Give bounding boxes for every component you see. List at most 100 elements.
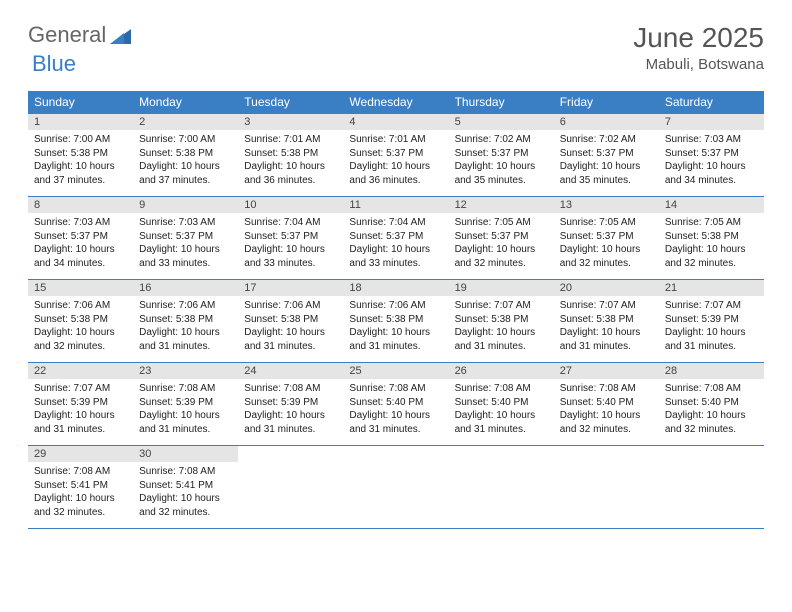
sunset-line: Sunset: 5:37 PM (244, 230, 337, 244)
sunset-line: Sunset: 5:37 PM (349, 230, 442, 244)
sunrise-line: Sunrise: 7:01 AM (244, 133, 337, 147)
dayhead-tuesday: Tuesday (238, 91, 343, 113)
sunrise-line: Sunrise: 7:06 AM (349, 299, 442, 313)
sunset-line: Sunset: 5:38 PM (244, 313, 337, 327)
day-details: Sunrise: 7:05 AMSunset: 5:38 PMDaylight:… (659, 213, 764, 274)
sunset-line: Sunset: 5:38 PM (34, 147, 127, 161)
day-details: Sunrise: 7:01 AMSunset: 5:38 PMDaylight:… (238, 130, 343, 191)
day-details: Sunrise: 7:07 AMSunset: 5:39 PMDaylight:… (28, 379, 133, 440)
daylight-line: Daylight: 10 hours and 32 minutes. (34, 326, 127, 353)
day-number: 27 (554, 363, 659, 379)
day-number: 29 (28, 446, 133, 462)
week-row: 22Sunrise: 7:07 AMSunset: 5:39 PMDayligh… (28, 362, 764, 445)
day-number: 4 (343, 114, 448, 130)
sunrise-line: Sunrise: 7:08 AM (244, 382, 337, 396)
sunrise-line: Sunrise: 7:07 AM (560, 299, 653, 313)
sunrise-line: Sunrise: 7:04 AM (244, 216, 337, 230)
daylight-line: Daylight: 10 hours and 37 minutes. (139, 160, 232, 187)
daylight-line: Daylight: 10 hours and 31 minutes. (665, 326, 758, 353)
sunset-line: Sunset: 5:37 PM (665, 147, 758, 161)
day-number: 17 (238, 280, 343, 296)
calendar-grid: Sunday Monday Tuesday Wednesday Thursday… (28, 91, 764, 529)
day-cell: 25Sunrise: 7:08 AMSunset: 5:40 PMDayligh… (343, 363, 448, 445)
day-details: Sunrise: 7:04 AMSunset: 5:37 PMDaylight:… (343, 213, 448, 274)
daylight-line: Daylight: 10 hours and 34 minutes. (34, 243, 127, 270)
day-cell: 27Sunrise: 7:08 AMSunset: 5:40 PMDayligh… (554, 363, 659, 445)
location-title: Mabuli, Botswana (633, 56, 764, 73)
sunset-line: Sunset: 5:37 PM (34, 230, 127, 244)
dayhead-sunday: Sunday (28, 91, 133, 113)
sunrise-line: Sunrise: 7:08 AM (34, 465, 127, 479)
week-row: 1Sunrise: 7:00 AMSunset: 5:38 PMDaylight… (28, 113, 764, 196)
sunset-line: Sunset: 5:40 PM (665, 396, 758, 410)
day-cell: 11Sunrise: 7:04 AMSunset: 5:37 PMDayligh… (343, 197, 448, 279)
sunset-line: Sunset: 5:38 PM (139, 147, 232, 161)
sunrise-line: Sunrise: 7:04 AM (349, 216, 442, 230)
day-cell: 29Sunrise: 7:08 AMSunset: 5:41 PMDayligh… (28, 446, 133, 528)
day-details: Sunrise: 7:08 AMSunset: 5:39 PMDaylight:… (133, 379, 238, 440)
day-cell: 30Sunrise: 7:08 AMSunset: 5:41 PMDayligh… (133, 446, 238, 528)
day-details: Sunrise: 7:08 AMSunset: 5:41 PMDaylight:… (133, 462, 238, 523)
day-number: 9 (133, 197, 238, 213)
dayhead-saturday: Saturday (659, 91, 764, 113)
sunset-line: Sunset: 5:40 PM (349, 396, 442, 410)
day-details: Sunrise: 7:03 AMSunset: 5:37 PMDaylight:… (133, 213, 238, 274)
day-details: Sunrise: 7:08 AMSunset: 5:40 PMDaylight:… (554, 379, 659, 440)
day-cell: 28 Sunrise: 7:08 AMSunset: 5:40 PMDayligh… (659, 363, 764, 445)
sunrise-line: Sunrise: 7:03 AM (139, 216, 232, 230)
day-number: 11 (343, 197, 448, 213)
week-row: 15Sunrise: 7:06 AMSunset: 5:38 PMDayligh… (28, 279, 764, 362)
day-number: 28 (659, 363, 764, 379)
day-cell (238, 446, 343, 528)
daylight-line: Daylight: 10 hours and 32 minutes. (560, 409, 653, 436)
daylight-line: Daylight: 10 hours and 32 minutes. (139, 492, 232, 519)
day-number: 15 (28, 280, 133, 296)
daylight-line: Daylight: 10 hours and 33 minutes. (139, 243, 232, 270)
sunrise-line: Sunrise: 7:05 AM (560, 216, 653, 230)
sunset-line: Sunset: 5:37 PM (455, 230, 548, 244)
daylight-line: Daylight: 10 hours and 31 minutes. (349, 326, 442, 353)
day-cell: 16Sunrise: 7:06 AMSunset: 5:38 PMDayligh… (133, 280, 238, 362)
day-cell: 4Sunrise: 7:01 AMSunset: 5:37 PMDaylight… (343, 114, 448, 196)
sunset-line: Sunset: 5:41 PM (139, 479, 232, 493)
day-number: 26 (449, 363, 554, 379)
daylight-line: Daylight: 10 hours and 35 minutes. (455, 160, 548, 187)
daylight-line: Daylight: 10 hours and 32 minutes. (560, 243, 653, 270)
day-cell (449, 446, 554, 528)
day-number: 1 (28, 114, 133, 130)
day-number: 21 (659, 280, 764, 296)
day-details: Sunrise: 7:02 AMSunset: 5:37 PMDaylight:… (554, 130, 659, 191)
day-number: 19 (449, 280, 554, 296)
sunset-line: Sunset: 5:39 PM (139, 396, 232, 410)
daylight-line: Daylight: 10 hours and 31 minutes. (560, 326, 653, 353)
sunrise-line: Sunrise: 7:01 AM (349, 133, 442, 147)
sunrise-line: Sunrise: 7:07 AM (34, 382, 127, 396)
daylight-line: Daylight: 10 hours and 37 minutes. (34, 160, 127, 187)
daylight-line: Daylight: 10 hours and 33 minutes. (244, 243, 337, 270)
day-number: 18 (343, 280, 448, 296)
sunrise-line: Sunrise: 7:05 AM (665, 216, 758, 230)
day-number: 14 (659, 197, 764, 213)
day-cell: 10Sunrise: 7:04 AMSunset: 5:37 PMDayligh… (238, 197, 343, 279)
day-cell: 14Sunrise: 7:05 AMSunset: 5:38 PMDayligh… (659, 197, 764, 279)
day-details: Sunrise: 7:05 AMSunset: 5:37 PMDaylight:… (554, 213, 659, 274)
daylight-line: Daylight: 10 hours and 32 minutes. (665, 409, 758, 436)
calendar-page: General June 2025 Mabuli, Botswana Blue … (0, 0, 792, 551)
sunset-line: Sunset: 5:38 PM (34, 313, 127, 327)
sunset-line: Sunset: 5:37 PM (139, 230, 232, 244)
day-details: Sunrise: 7:06 AMSunset: 5:38 PMDaylight:… (343, 296, 448, 357)
day-details: Sunrise: 7:06 AMSunset: 5:38 PMDaylight:… (133, 296, 238, 357)
day-cell: 26Sunrise: 7:08 AMSunset: 5:40 PMDayligh… (449, 363, 554, 445)
sunrise-line: Sunrise: 7:02 AM (455, 133, 548, 147)
day-number: 6 (554, 114, 659, 130)
sunrise-line: Sunrise: 7:00 AM (139, 133, 232, 147)
day-details: Sunrise: 7:08 AMSunset: 5:40 PMDaylight:… (449, 379, 554, 440)
sunrise-line: Sunrise: 7:08 AM (665, 382, 758, 396)
day-number: 13 (554, 197, 659, 213)
day-details: Sunrise: 7:04 AMSunset: 5:37 PMDaylight:… (238, 213, 343, 274)
daylight-line: Daylight: 10 hours and 31 minutes. (349, 409, 442, 436)
sunset-line: Sunset: 5:38 PM (665, 230, 758, 244)
daylight-line: Daylight: 10 hours and 31 minutes. (244, 326, 337, 353)
day-cell: 9Sunrise: 7:03 AMSunset: 5:37 PMDaylight… (133, 197, 238, 279)
sunset-line: Sunset: 5:41 PM (34, 479, 127, 493)
